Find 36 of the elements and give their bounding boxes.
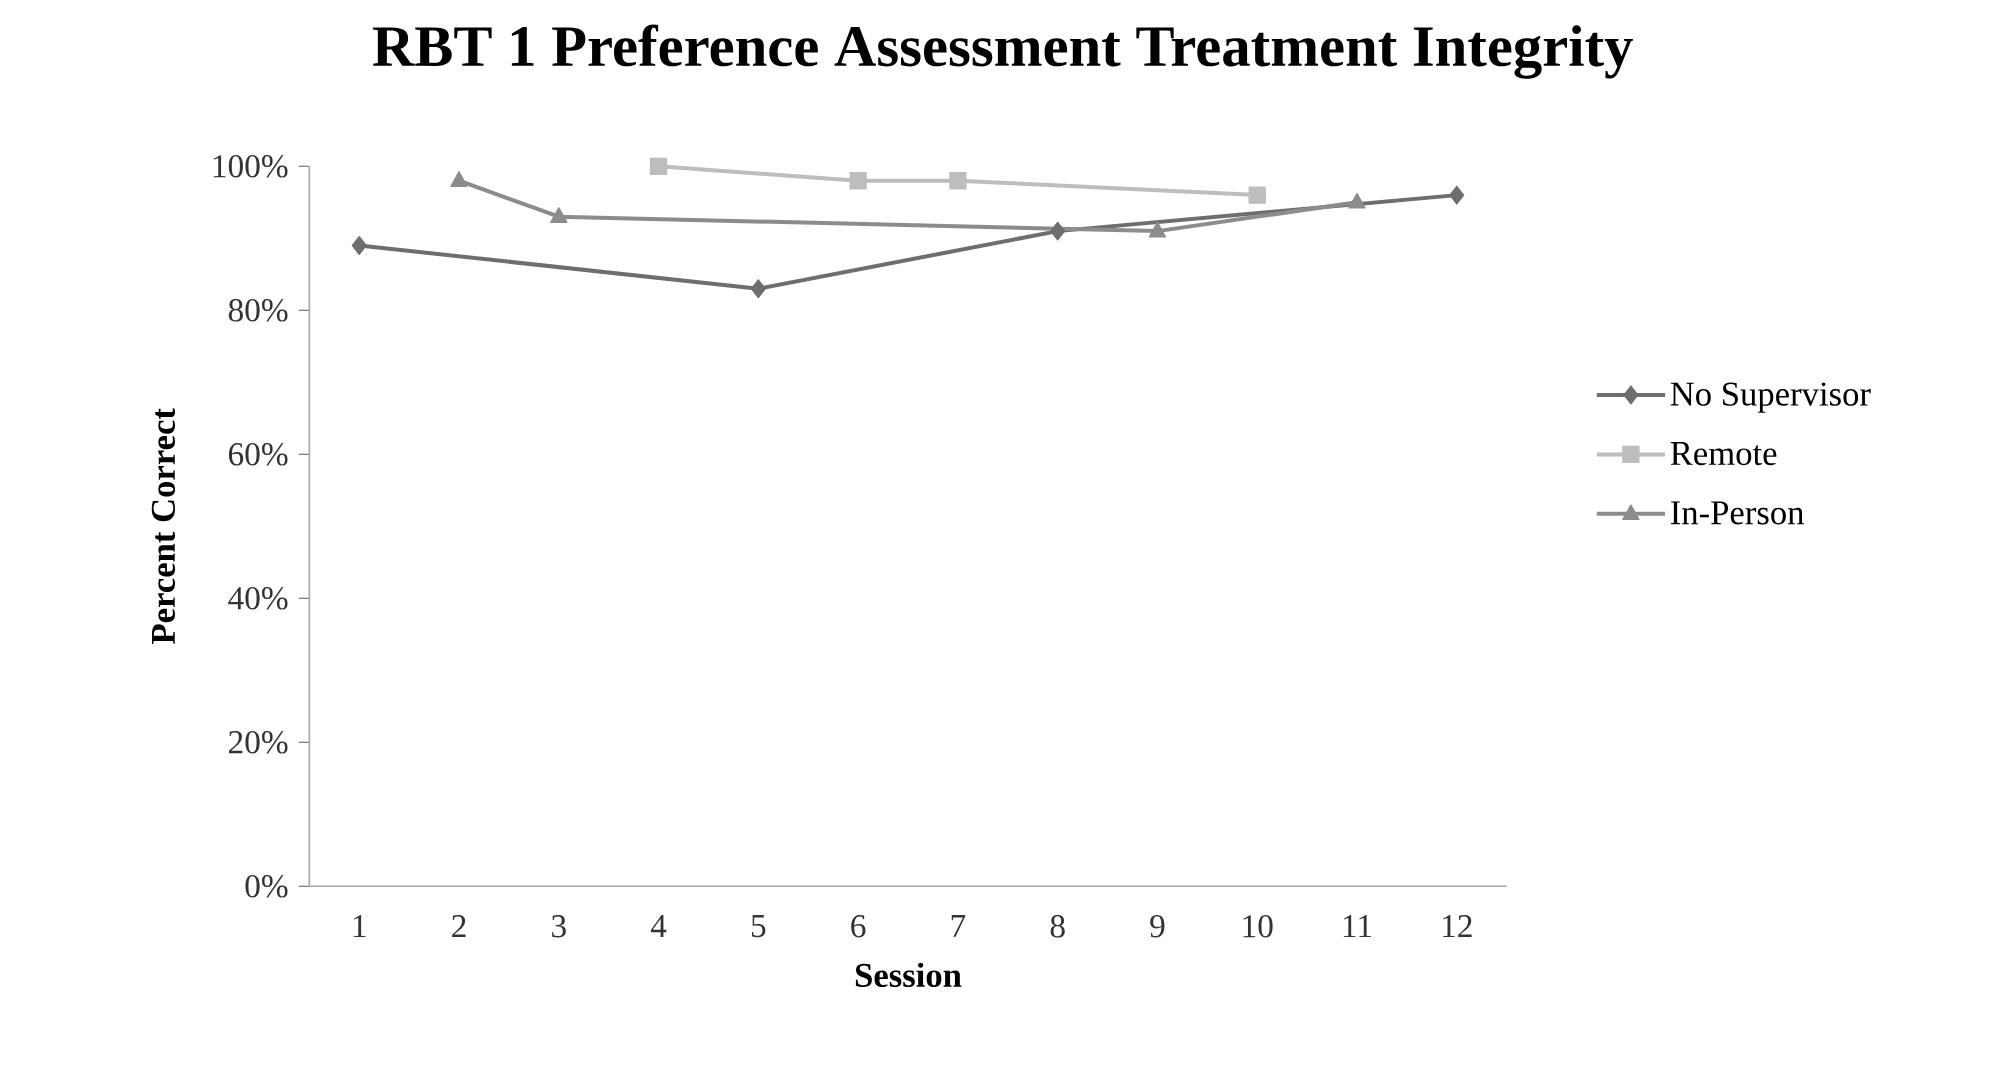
point [1148,221,1167,238]
x-tick-label: 9 [1150,915,1165,938]
point [750,279,766,299]
point [1449,185,1465,205]
point [949,172,967,190]
point [649,157,668,175]
legend-label: In-Person [1670,501,1804,525]
x-tick-label: 11 [1343,915,1372,938]
x-tick-label: 12 [1443,915,1472,938]
x-tick-label: 7 [951,915,966,937]
x-axis-title: Session [855,962,962,988]
point [1348,192,1366,209]
legend-label: Remote [1670,442,1777,466]
point [450,171,468,187]
point [1050,221,1066,241]
x-tick-label: 1 [353,915,366,938]
y-axis-title: Percent Correct [151,408,176,644]
legend-label: No Supervisor [1670,382,1871,413]
y-tick-label: 60% [228,443,288,466]
y-tick-label: 40% [228,587,288,610]
x-tick-label: 4 [650,915,667,937]
y-tick-label: 80% [228,299,288,322]
y-tick-label: 100% [213,155,288,178]
point [849,172,867,190]
x-tick-label: 5 [751,915,766,938]
x-tick-label: 3 [552,915,566,938]
y-tick-label: 0% [245,875,288,898]
x-tick-label: 6 [851,915,866,938]
y-tick-label: 20% [229,731,288,754]
chart-title: RBT 1 Preference Assessment Treatment Integrity [372,24,1633,79]
point [1248,186,1266,204]
x-tick-label: 2 [452,915,466,938]
x-tick-label: 8 [1050,915,1065,938]
x-tick-label: 10 [1243,915,1273,938]
point [550,207,568,223]
point [351,236,367,255]
